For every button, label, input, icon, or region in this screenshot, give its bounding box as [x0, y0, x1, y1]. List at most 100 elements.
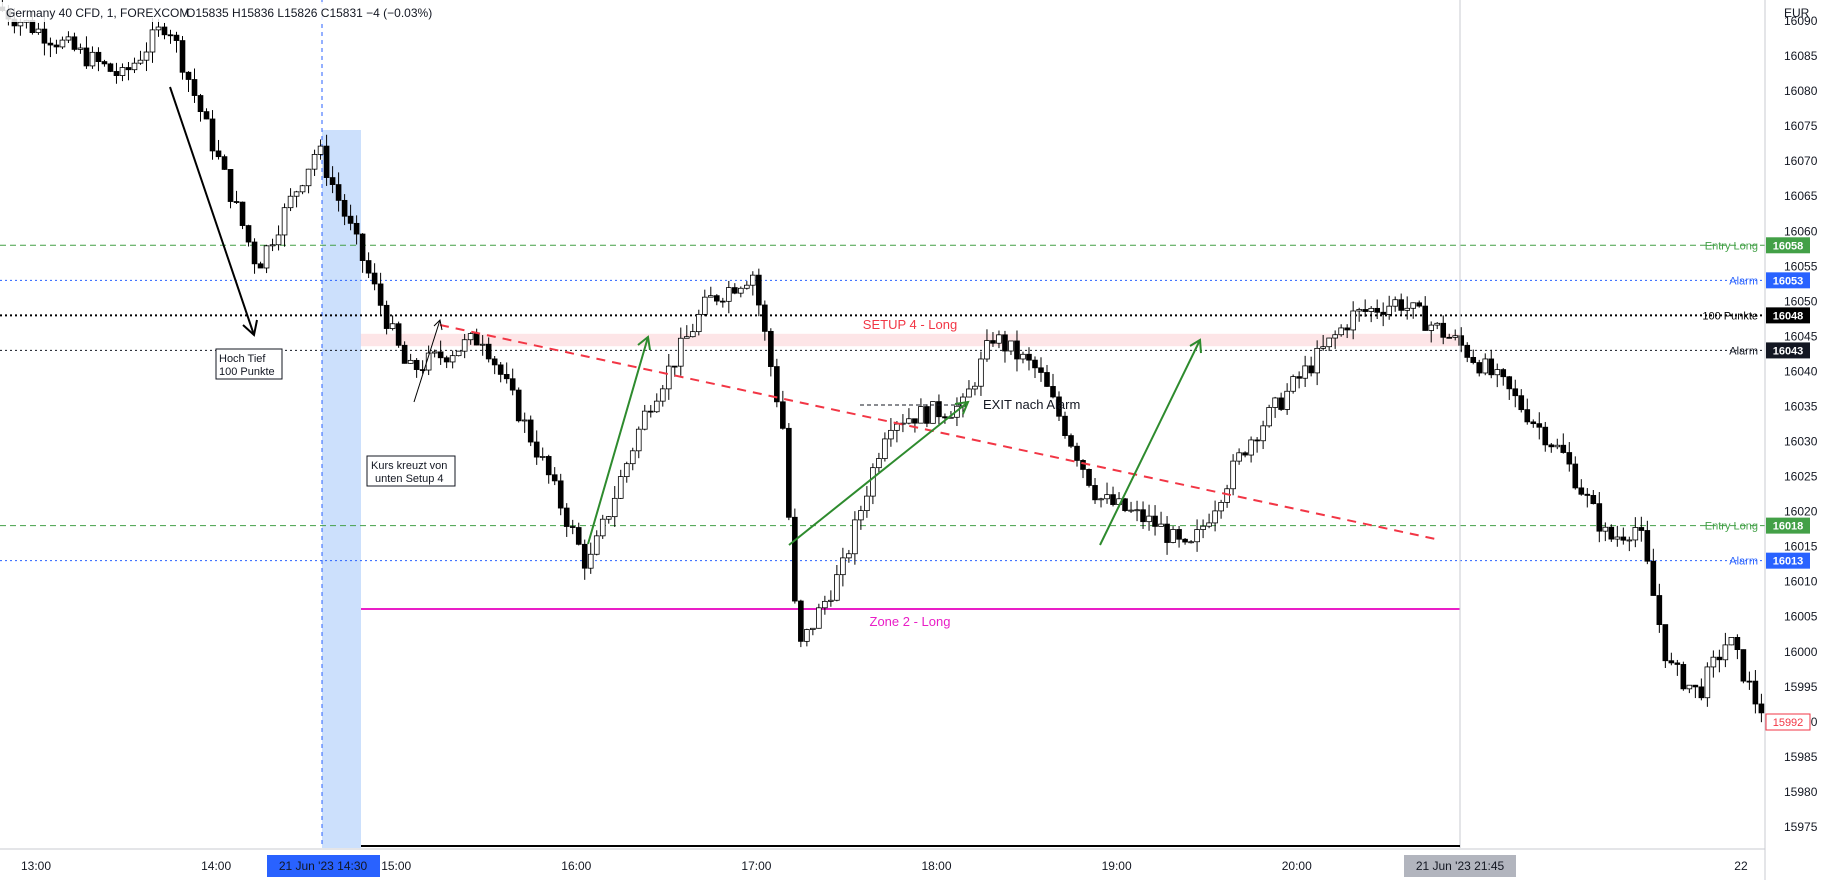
candle — [786, 423, 792, 521]
candle — [401, 341, 408, 364]
candle — [185, 71, 192, 92]
candle — [209, 110, 216, 160]
candle — [1104, 482, 1110, 504]
svg-text:21 Jun '23 21:45: 21 Jun '23 21:45 — [1416, 859, 1505, 873]
candle — [191, 68, 198, 103]
time-tick-label: 17:00 — [741, 859, 771, 873]
candle — [1218, 499, 1224, 519]
candle — [641, 404, 648, 431]
candle — [768, 328, 774, 377]
long-arrow-3 — [1099, 338, 1202, 546]
price-tick-label: 16000 — [1784, 645, 1818, 659]
candle — [173, 31, 180, 53]
candle — [798, 599, 804, 648]
candle — [263, 244, 270, 274]
candle — [41, 17, 48, 56]
candle — [1734, 634, 1741, 660]
svg-text:16058: 16058 — [1773, 240, 1804, 252]
candle — [71, 32, 78, 52]
price-tick-label: 16040 — [1784, 364, 1818, 378]
price-tick-label: 16045 — [1784, 329, 1818, 343]
level-tag-alarm-mid: 16043 — [1766, 342, 1810, 359]
candle — [984, 329, 990, 362]
candle — [1692, 684, 1699, 699]
candle — [467, 332, 474, 345]
candle — [1266, 404, 1272, 428]
candle — [389, 315, 396, 331]
candle — [834, 564, 840, 602]
candle — [347, 204, 354, 231]
candle — [1518, 389, 1525, 413]
candle — [227, 169, 234, 209]
candle — [1710, 650, 1717, 678]
level-tag-alarm-upper: 16053 — [1766, 272, 1810, 289]
candle — [269, 238, 276, 252]
candle — [1584, 488, 1591, 508]
price-tick-label: 16080 — [1784, 84, 1818, 98]
candle — [1086, 468, 1092, 488]
symbol-info: Germany 40 CFD, 1, FOREXCOM — [6, 6, 189, 20]
price-tick-label: 16050 — [1784, 294, 1818, 308]
level-label-entry-long-upper: Entry Long — [1705, 240, 1758, 252]
candle — [1362, 299, 1368, 317]
candle — [1548, 442, 1555, 453]
session-highlight-band — [322, 130, 361, 848]
candle — [125, 61, 132, 81]
candle — [720, 297, 726, 308]
svg-text:Hoch Tief: Hoch Tief — [219, 353, 266, 365]
candle — [924, 404, 930, 428]
candle — [1140, 501, 1146, 529]
candle — [485, 337, 492, 363]
candle — [1530, 419, 1537, 428]
time-tick-label: 14:00 — [201, 859, 231, 873]
time-tick-label: 20:00 — [1282, 859, 1312, 873]
candle — [1512, 379, 1519, 408]
candle — [870, 463, 876, 505]
candle — [1128, 501, 1134, 514]
candle — [197, 93, 204, 122]
candle — [1752, 670, 1759, 714]
level-tag-alarm-lower: 16013 — [1766, 552, 1810, 569]
price-axis[interactable]: 16090 16085 16080 16075 16070 16065 16060 16055… — [1784, 14, 1818, 834]
candle — [744, 281, 750, 290]
candle — [1386, 295, 1392, 320]
candle — [311, 149, 318, 176]
candle — [1260, 420, 1266, 450]
candle — [203, 108, 210, 120]
candle — [611, 486, 618, 527]
time-tick-label: 15:00 — [381, 859, 411, 873]
candle — [1746, 671, 1753, 690]
candle — [1032, 356, 1038, 379]
candle — [1674, 659, 1681, 676]
svg-text:Kurs kreuzt von: Kurs kreuzt von — [371, 460, 447, 472]
candle — [1614, 525, 1621, 547]
candle — [1560, 433, 1567, 454]
candle — [509, 368, 516, 396]
candle — [353, 215, 360, 245]
candle — [119, 63, 126, 82]
svg-text:16048: 16048 — [1773, 310, 1804, 322]
candle — [395, 321, 402, 348]
candle — [701, 289, 708, 317]
candle — [635, 426, 642, 459]
candle — [533, 430, 540, 465]
time-highlight-right: 21 Jun '23 21:45 — [1404, 855, 1516, 877]
candle — [383, 300, 390, 335]
candle — [1194, 519, 1200, 552]
candle — [828, 590, 834, 607]
candle — [1470, 349, 1477, 365]
kurs-kreuzt-callout: Kurs kreuzt von unten Setup 4 — [366, 455, 456, 487]
price-tick-label: 16055 — [1784, 259, 1818, 273]
candle — [1164, 516, 1170, 555]
candle — [1704, 662, 1711, 707]
price-tick-label: 15975 — [1784, 820, 1818, 834]
candle — [527, 415, 534, 447]
candle — [1524, 398, 1531, 425]
candle — [53, 39, 60, 54]
candle — [257, 261, 264, 269]
currency-label: EUR — [1784, 6, 1810, 20]
candle — [497, 361, 504, 383]
candle — [281, 203, 288, 247]
candle — [365, 252, 372, 279]
